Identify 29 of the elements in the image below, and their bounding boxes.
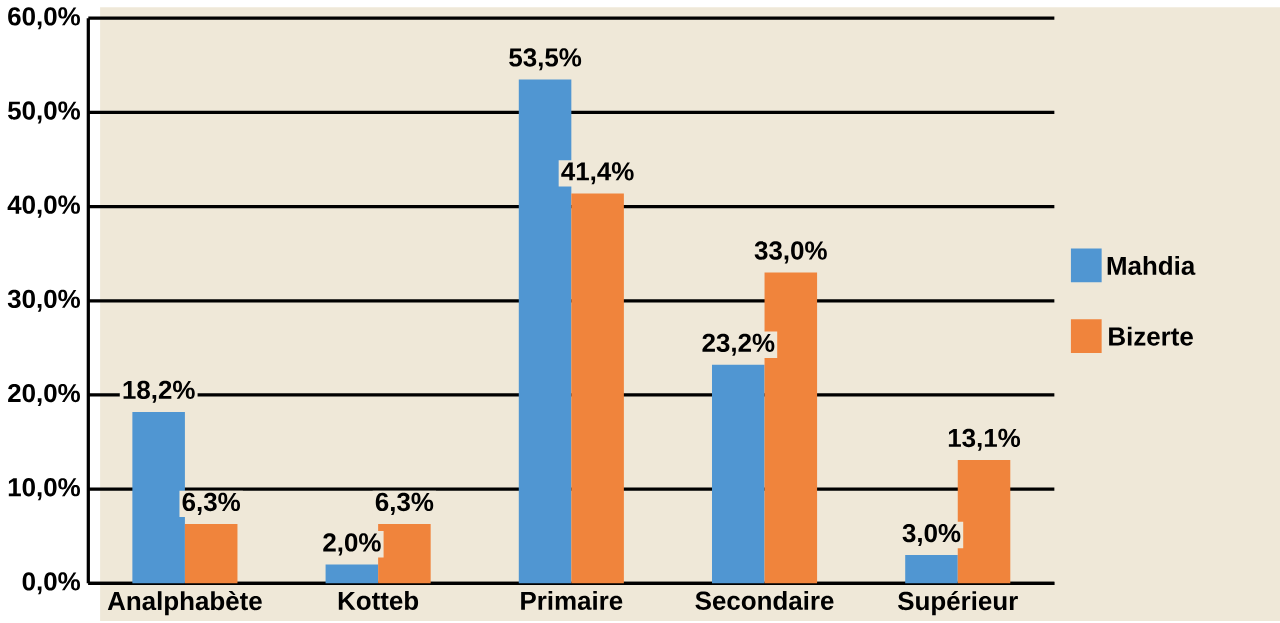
data-label: 6,3% (375, 493, 434, 516)
bar (905, 555, 958, 584)
y-tick-label: 10,0% (8, 478, 80, 501)
x-tick-label: Analphabète (107, 591, 262, 616)
x-tick-label: Secondaire (695, 591, 834, 611)
bar (712, 365, 765, 584)
legend-label: Mahdia (1107, 256, 1196, 276)
y-tick-label: 30,0% (7, 289, 80, 313)
data-label: 18,2% (123, 380, 195, 404)
legend-label: Bizerte (1109, 326, 1193, 346)
data-label: 2,0% (323, 533, 381, 556)
bar (571, 193, 624, 584)
data-label: 23,2% (702, 333, 775, 356)
y-tick-label: 20,0% (8, 384, 80, 407)
data-label: 13,1% (948, 428, 1021, 452)
y-tick-label: 50,0% (8, 101, 80, 124)
data-label: 53,5% (509, 48, 582, 71)
bar (325, 564, 379, 584)
data-label: 33,0% (754, 241, 827, 264)
x-tick-label: Kotteb (338, 591, 419, 611)
y-tick-label: 40,0% (7, 195, 80, 218)
x-tick-label: Primaire (521, 591, 623, 611)
data-label: 41,4% (561, 162, 634, 185)
data-label: 6,3% (182, 493, 241, 516)
bar (184, 524, 238, 584)
y-tick-label: 60,0% (8, 7, 80, 30)
x-tick-label: Supérieur (898, 591, 1018, 616)
y-tick-label: 0,0% (22, 572, 80, 595)
data-label: 3,0% (902, 524, 961, 547)
